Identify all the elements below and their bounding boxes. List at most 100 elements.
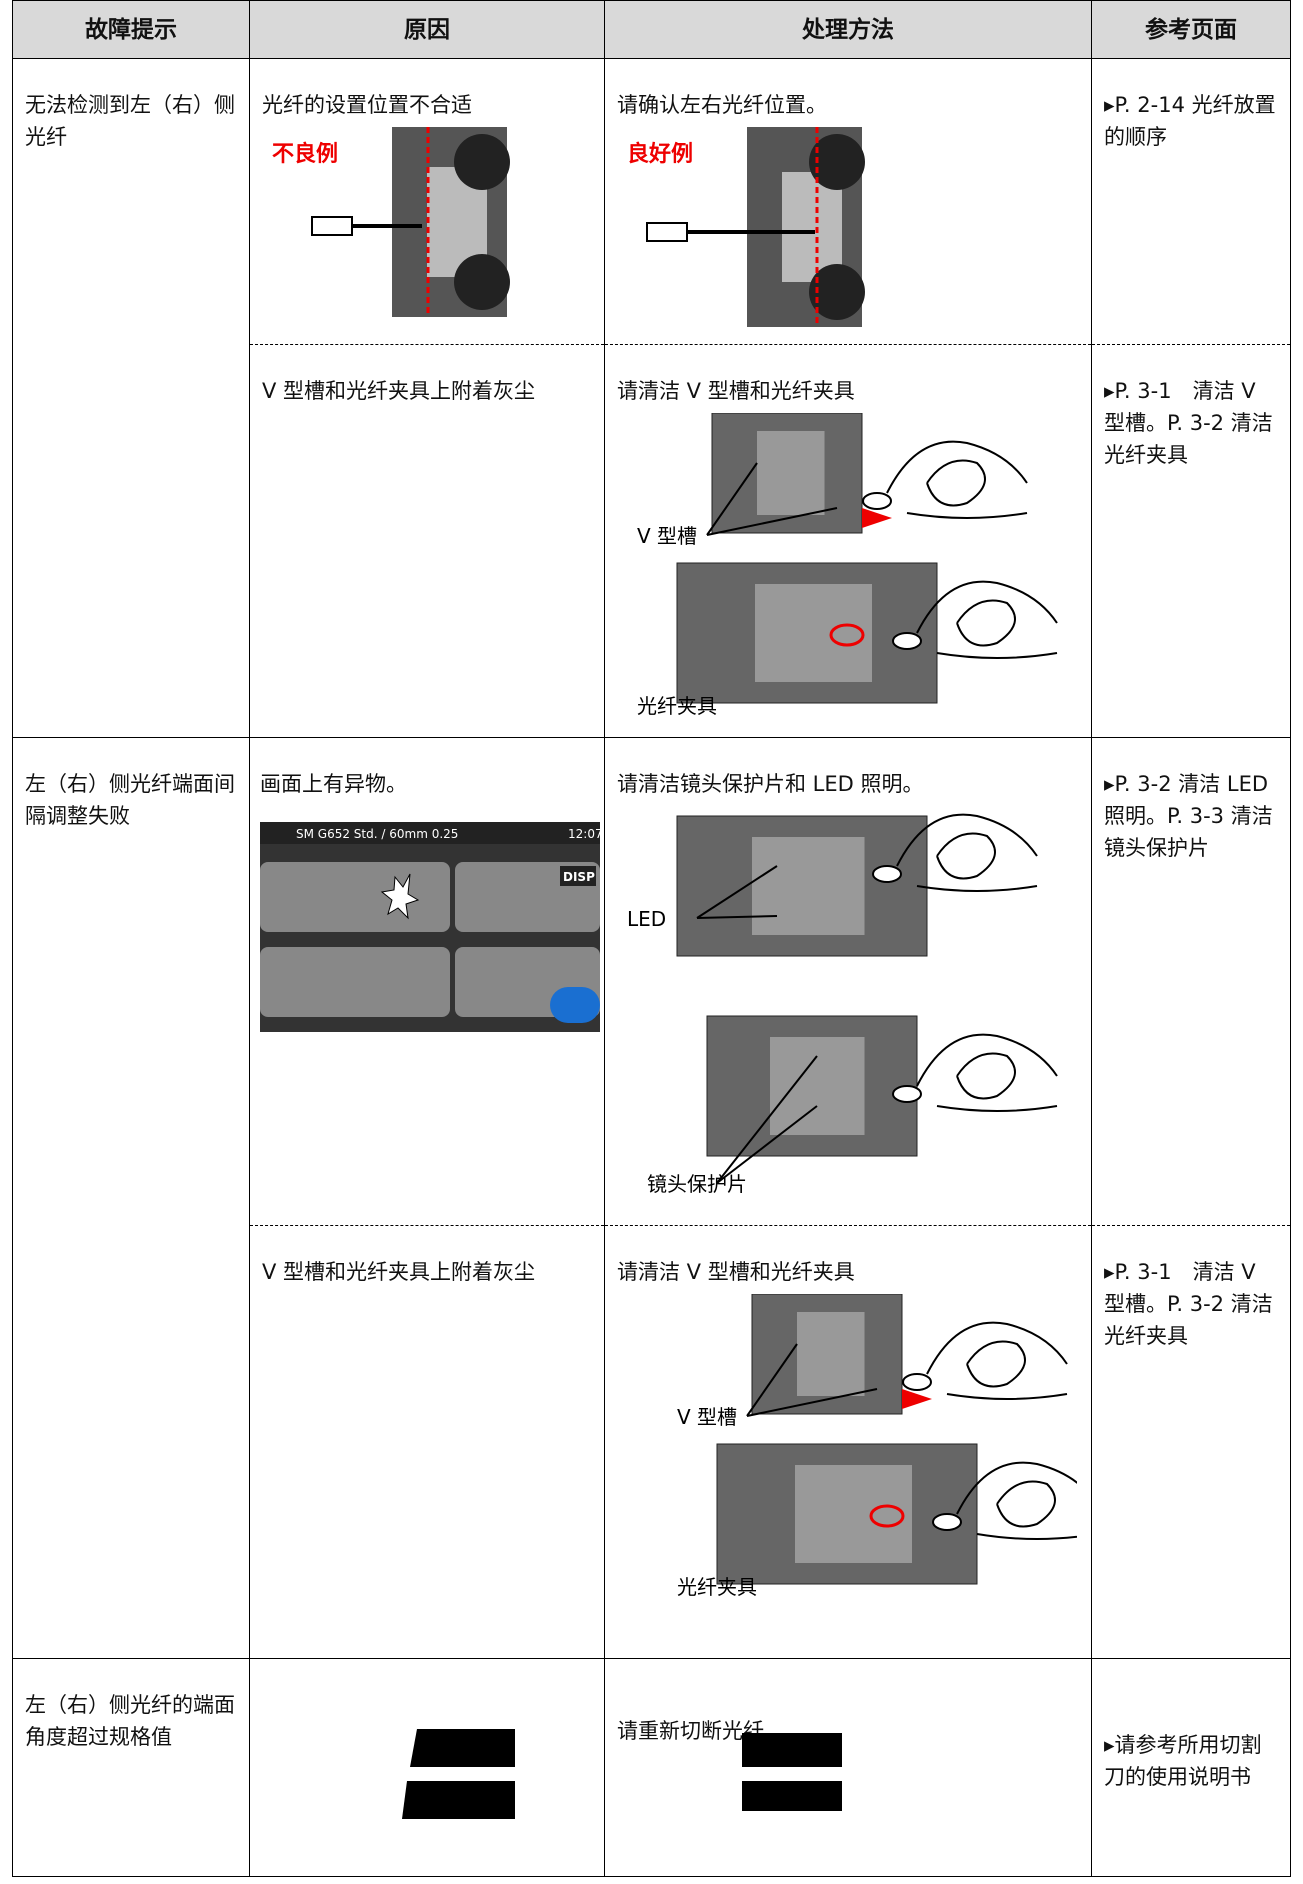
header-cell: 参考页面 (1091, 0, 1291, 59)
solution-text: 请清洁 V 型槽和光纤夹具 (617, 1260, 855, 1284)
device-part (755, 584, 872, 682)
swab (862, 492, 892, 510)
solution: 请清洁 V 型槽和光纤夹具 V 型槽 光纤夹具 (604, 344, 1092, 738)
device-part (757, 431, 825, 515)
bad-end (410, 1729, 515, 1767)
swab (932, 1513, 962, 1531)
leader-line (716, 1105, 818, 1184)
disp-text: DISP (563, 870, 595, 884)
solution: 请重新切断光纤 (604, 1658, 1092, 1877)
fiber-holder (646, 222, 688, 242)
swab (892, 632, 922, 650)
cause-text: V 型槽和光纤夹具上附着灰尘 (262, 379, 536, 403)
next-button (550, 987, 600, 1023)
device-part (809, 264, 865, 320)
row: 左（右）侧光纤端面间隔调整失败 画面上有异物。 SM G652 Std. / 6… (12, 737, 1291, 1659)
reference-text: ▸请参考所用切割刀的使用说明书 (1104, 1733, 1262, 1789)
cause-text: 画面上有异物。 (260, 772, 407, 796)
swab (872, 865, 902, 883)
hand (956, 1461, 1077, 1540)
device-part (454, 254, 510, 310)
solution-text: 请清洁 V 型槽和光纤夹具 (617, 379, 855, 403)
leader-line (696, 915, 778, 919)
hand (896, 813, 1038, 892)
device-part (752, 837, 865, 935)
reference-text: ▸P. 3-2 清洁 LED 照明。P. 3-3 清洁镜头保护片 (1104, 772, 1273, 860)
troubleshoot-table: 故障提示 原因 处理方法 参考页面 无法检测到左（右）侧光纤 光纤的设置位置不合… (12, 0, 1291, 1877)
leader-line (746, 1388, 878, 1417)
row: 无法检测到左（右）侧光纤 光纤的设置位置不合适 不良例 请确认左右光纤位置。 良… (12, 58, 1291, 738)
highlight (869, 1504, 905, 1528)
hand (916, 580, 1058, 659)
swab (902, 1373, 932, 1391)
cause: V 型槽和光纤夹具上附着灰尘 (249, 344, 605, 738)
leader-line (716, 1055, 818, 1184)
reference-text: ▸P. 3-1 清洁 V 型槽。P. 3-2 清洁光纤夹具 (1104, 1260, 1273, 1348)
cleave-image (742, 1733, 842, 1811)
fiber-image: 良好例 (627, 127, 865, 327)
fault-text: 左（右）侧光纤的端面角度超过规格值 (25, 1693, 235, 1749)
reference-text: ▸P. 3-1 清洁 V 型槽。P. 3-2 清洁光纤夹具 (1104, 379, 1273, 467)
hand (886, 440, 1028, 519)
image-label: V 型槽 (677, 1405, 737, 1429)
header-cell: 故障提示 (12, 0, 250, 59)
leader-line (706, 462, 758, 536)
menu-text: SM G652 Std. / 60mm 0.25 (296, 827, 458, 841)
solution-text: 请确认左右光纤位置。 (617, 93, 827, 117)
image-label: 良好例 (627, 141, 693, 167)
header-cell: 处理方法 (604, 0, 1092, 59)
hand (926, 1321, 1068, 1400)
fiber-view (260, 862, 450, 932)
reference: ▸请参考所用切割刀的使用说明书 (1091, 1658, 1291, 1877)
arrow (902, 1389, 932, 1409)
reference-text: ▸P. 2-14 光纤放置的顺序 (1104, 93, 1276, 149)
fault: 左（右）侧光纤的端面角度超过规格值 (12, 1658, 250, 1877)
cause-text: V 型槽和光纤夹具上附着灰尘 (262, 1260, 536, 1284)
time-text: 12:07 (568, 827, 600, 841)
fault-text: 无法检测到左（右）侧光纤 (25, 93, 235, 149)
fault-text: 左（右）侧光纤端面间隔调整失败 (25, 772, 235, 828)
foreign-object (380, 873, 420, 920)
image-label: 镜头保护片 (647, 1172, 747, 1196)
device-part (795, 1465, 912, 1563)
leader-line (706, 507, 838, 536)
fiber-image: 不良例 (272, 127, 510, 317)
cause: V 型槽和光纤夹具上附着灰尘 (249, 1225, 605, 1659)
device-part (454, 134, 510, 190)
menu-bar (260, 822, 600, 844)
cleaning-image: LED 镜头保护片 (627, 813, 1058, 1196)
header-row: 故障提示 原因 处理方法 参考页面 (12, 0, 1291, 59)
disp-button (560, 866, 596, 886)
highlight (829, 623, 865, 647)
hand (916, 1033, 1058, 1112)
reference: ▸P. 3-2 清洁 LED 照明。P. 3-3 清洁镜头保护片 (1091, 737, 1291, 1226)
cause: 画面上有异物。 SM G652 Std. / 60mm 0.25 12:07 D… (249, 737, 605, 1226)
solution-text: 请清洁镜头保护片和 LED 照明。 (617, 772, 924, 796)
reference: ▸P. 2-14 光纤放置的顺序 (1091, 58, 1291, 345)
fault: 无法检测到左（右）侧光纤 (12, 58, 250, 738)
image-label: 光纤夹具 (677, 1575, 757, 1599)
row: 左（右）侧光纤的端面角度超过规格值 请重新切断光纤 ▸请参考所用切割刀的使用说明… (12, 1658, 1291, 1877)
cause-text: 光纤的设置位置不合适 (262, 93, 472, 117)
row: V 型槽和光纤夹具上附着灰尘 请清洁 V 型槽和光纤夹具 V 型槽光纤夹具 ▸P… (13, 1225, 1291, 1659)
row: V 型槽和光纤夹具上附着灰尘 请清洁 V 型槽和光纤夹具 V 型槽 光纤夹具 ▸P… (13, 344, 1291, 738)
screen-image: SM G652 Std. / 60mm 0.25 12:07 DISP (260, 822, 600, 1032)
reference: ▸P. 3-1 清洁 V 型槽。P. 3-2 清洁光纤夹具 (1091, 1225, 1291, 1659)
swab (892, 1085, 922, 1103)
solution-text: 请重新切断光纤 (617, 1719, 764, 1743)
good-end (742, 1733, 842, 1767)
image-label: 不良例 (272, 141, 338, 167)
good-end (742, 1781, 842, 1811)
cause (249, 1658, 605, 1877)
device-part (809, 134, 865, 190)
fiber-holder (311, 216, 353, 236)
header-cell: 原因 (249, 0, 605, 59)
device-part (797, 1312, 865, 1396)
arrow (862, 508, 892, 528)
device-part (770, 1037, 865, 1135)
bad-end (402, 1781, 515, 1819)
